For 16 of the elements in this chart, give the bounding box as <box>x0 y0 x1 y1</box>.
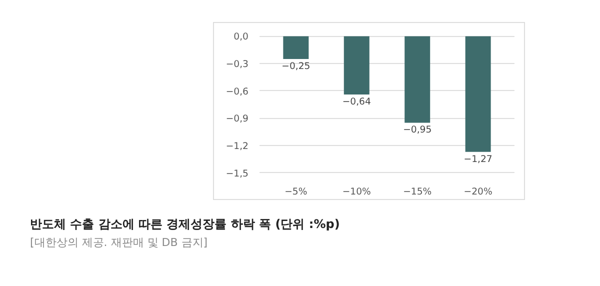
data-label: −0,64 <box>342 96 371 108</box>
text: [대한상의 제공. 재판매 및 DB 금지] <box>30 235 208 251</box>
y-tick-label: −0,6 <box>226 86 249 98</box>
x-tick-label: −5% <box>284 186 308 198</box>
data-label: −0,25 <box>282 60 310 72</box>
y-tick-label: −0,3 <box>226 59 249 70</box>
x-tick-label: −10% <box>342 186 372 198</box>
data-label: −1,27 <box>464 154 492 165</box>
y-tick-label: −1,2 <box>226 140 249 152</box>
y-tick-label: −1,5 <box>226 168 249 180</box>
y-tick-label: 0,0 <box>234 32 249 43</box>
x-tick-label: −15% <box>403 186 432 198</box>
y-tick-label: −0,9 <box>226 114 249 125</box>
text: 반도체 수출 감소에 따른 경제성장률 하락 폭 (단위 :%p) <box>30 216 340 233</box>
x-tick-label: −20% <box>464 186 492 198</box>
data-label: −0,95 <box>403 124 432 136</box>
